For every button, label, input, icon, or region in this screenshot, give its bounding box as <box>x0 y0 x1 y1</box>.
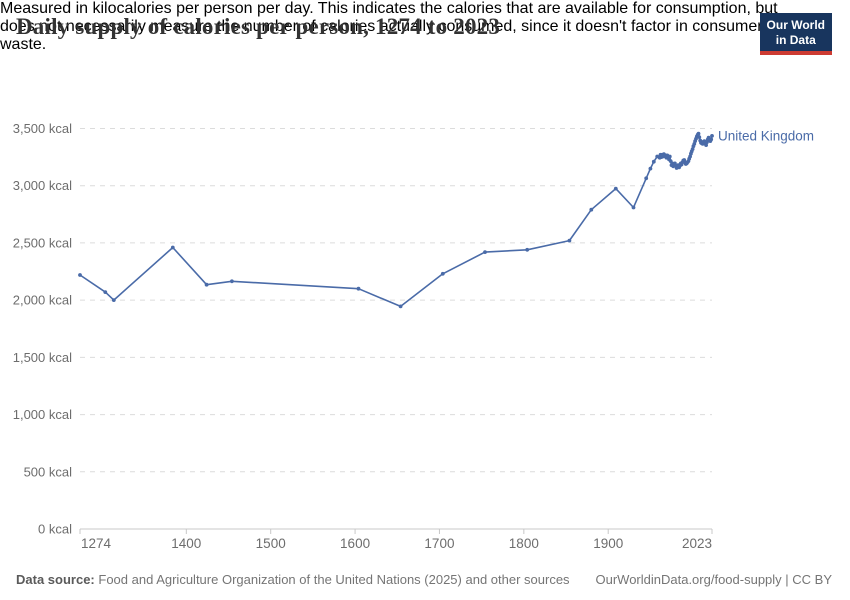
data-point <box>589 207 594 212</box>
data-point <box>704 143 708 147</box>
data-point <box>696 131 701 136</box>
data-source-note: Data source: Food and Agriculture Organi… <box>16 572 570 587</box>
data-point <box>667 154 672 159</box>
data-point <box>613 186 618 191</box>
y-tick-label: 1,000 kcal <box>13 407 72 422</box>
data-source-text: Food and Agriculture Organization of the… <box>98 572 570 587</box>
data-source-label: Data source: <box>16 572 95 587</box>
x-tick-label: 1400 <box>171 536 201 551</box>
data-point <box>483 250 487 255</box>
x-tick-label: 1800 <box>509 536 539 551</box>
subtitle-line: Measured in kilocalories per person per … <box>0 0 778 17</box>
y-tick-label: 0 kcal <box>38 522 72 537</box>
x-tick-label: 1274 <box>81 536 112 551</box>
x-tick-label: 1900 <box>593 536 623 551</box>
page-title: Daily supply of calories per person, 127… <box>16 14 501 39</box>
data-point <box>398 304 403 309</box>
subtitle-line: waste. <box>0 36 47 53</box>
x-axis: 1274 1400 1500 1600 1700 1800 1900 2023 <box>79 529 713 551</box>
y-tick-label: 2,000 kcal <box>13 293 72 308</box>
data-point <box>710 134 714 138</box>
series-line <box>79 132 713 308</box>
x-tick-label: 2023 <box>682 536 712 551</box>
data-point <box>111 298 116 302</box>
owid-logo-line1: Our World <box>766 18 825 32</box>
data-point <box>525 247 530 252</box>
owid-logo-line2: in Data <box>775 33 816 47</box>
data-point <box>204 282 209 287</box>
x-tick-label: 1600 <box>340 536 370 551</box>
data-point <box>230 279 234 284</box>
chart-svg: 0 kcal 500 kcal 1,000 kcal 1,500 kcal 2,000 … <box>13 121 814 551</box>
data-point <box>651 159 656 164</box>
data-point <box>356 286 361 291</box>
line-chart: 0 kcal 500 kcal 1,000 kcal 1,500 kcal 2,000 … <box>0 105 850 555</box>
x-tick-label: 1500 <box>256 536 286 551</box>
data-point <box>690 147 695 151</box>
data-point <box>709 137 714 142</box>
y-tick-label: 3,500 kcal <box>13 121 72 136</box>
data-point <box>440 271 445 276</box>
data-point <box>567 238 572 243</box>
owid-logo: Our World in Data <box>759 13 832 55</box>
y-tick-label: 3,000 kcal <box>13 178 72 193</box>
data-point <box>697 135 702 139</box>
data-point <box>644 176 649 181</box>
chart-footer: Data source: Food and Agriculture Organi… <box>16 572 832 587</box>
data-point <box>78 273 82 277</box>
license-note: OurWorldinData.org/food-supply | CC BY <box>595 572 832 587</box>
data-point <box>648 166 653 171</box>
data-point <box>631 205 636 210</box>
data-point <box>170 245 175 250</box>
subtitle-line: does not necessarily measure the number … <box>0 18 763 35</box>
y-tick-label: 1,500 kcal <box>13 350 72 365</box>
y-tick-label: 2,500 kcal <box>13 235 72 250</box>
y-axis: 0 kcal 500 kcal 1,000 kcal 1,500 kcal 2,000 … <box>13 121 712 537</box>
y-tick-label: 500 kcal <box>24 464 73 479</box>
series-united-kingdom: United Kingdom <box>78 128 814 309</box>
x-tick-label: 1700 <box>424 536 454 551</box>
series-label: United Kingdom <box>718 128 814 143</box>
data-point <box>103 290 108 294</box>
